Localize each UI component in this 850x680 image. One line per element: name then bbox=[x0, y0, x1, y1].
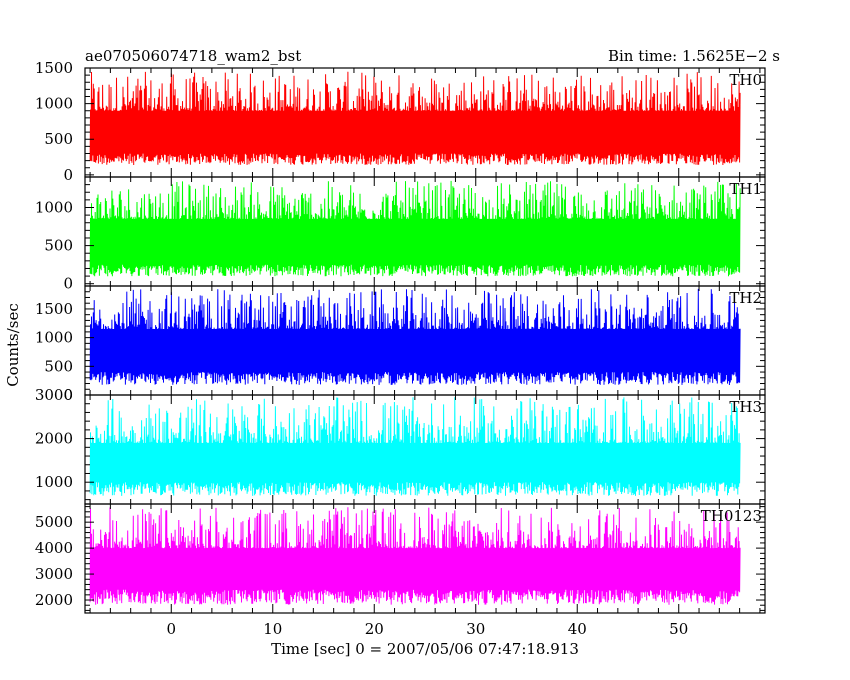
y-tick-label: 1500 bbox=[35, 59, 73, 77]
panel-th3: TH3 1000 2000 3000 bbox=[35, 386, 766, 505]
y-tick-label: 1000 bbox=[35, 473, 73, 491]
y-tick-label: 2000 bbox=[35, 430, 73, 448]
x-axis-label: Time [sec] 0 = 2007/05/06 07:47:18.913 bbox=[271, 640, 579, 658]
panel-th0123: TH0123 2000 3000 4000 5000 bbox=[35, 503, 766, 614]
panel-th0: TH0 0 500 1000 1500 bbox=[35, 59, 766, 184]
series-th0123-trace bbox=[89, 507, 741, 605]
y-axis-label: Counts/sec bbox=[4, 303, 22, 387]
series-th1-trace bbox=[89, 180, 741, 277]
x-tick-label: 30 bbox=[466, 620, 485, 638]
series-th3-trace bbox=[89, 397, 741, 496]
y-tick-label: 0 bbox=[63, 275, 73, 293]
y-tick-label: 0 bbox=[63, 166, 73, 184]
y-tick-label: 3000 bbox=[35, 565, 73, 583]
panel-th2: TH2 0 500 1000 1500 bbox=[35, 285, 766, 404]
y-tick-label: 1000 bbox=[35, 95, 73, 113]
x-tick-label: 20 bbox=[365, 620, 384, 638]
panel-label-th3: TH3 bbox=[729, 398, 762, 416]
x-tick-label: 10 bbox=[263, 620, 282, 638]
x-tick-label: 50 bbox=[669, 620, 688, 638]
panels: TH0050010001500TH105001000TH205001000150… bbox=[35, 59, 766, 638]
x-tick-label: 40 bbox=[568, 620, 587, 638]
y-tick-label: 1000 bbox=[35, 329, 73, 347]
y-tick-label: 3000 bbox=[35, 386, 73, 404]
y-tick-label: 1500 bbox=[35, 300, 73, 318]
panel-label-th1: TH1 bbox=[729, 180, 762, 198]
panel-label-th0123: TH0123 bbox=[701, 507, 762, 525]
chart-title: ae070506074718_wam2_bst bbox=[85, 47, 301, 65]
series-th0-trace bbox=[89, 71, 741, 166]
y-tick-label: 500 bbox=[44, 357, 73, 375]
y-tick-label: 2000 bbox=[35, 591, 73, 609]
y-tick-label: 0 bbox=[63, 386, 73, 404]
bin-time-label: Bin time: 1.5625E−2 s bbox=[608, 47, 780, 65]
y-tick-label: 500 bbox=[44, 237, 73, 255]
panel-th1: TH1 0 500 1000 bbox=[35, 176, 766, 293]
y-tick-label: 5000 bbox=[35, 513, 73, 531]
x-tick-label: 0 bbox=[166, 620, 176, 638]
panel-label-th2: TH2 bbox=[729, 289, 762, 307]
y-tick-label: 4000 bbox=[35, 539, 73, 557]
panel-label-th0: TH0 bbox=[729, 71, 762, 89]
y-tick-label: 500 bbox=[44, 130, 73, 148]
y-tick-label: 1000 bbox=[35, 198, 73, 216]
series-th2-trace bbox=[89, 288, 741, 386]
